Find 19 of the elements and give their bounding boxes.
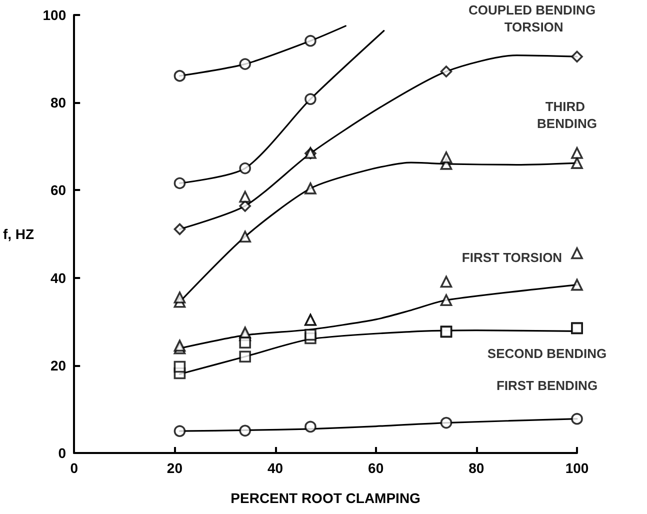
text: FIRST BENDING: [496, 378, 598, 393]
y-tick-label: 0: [58, 445, 66, 461]
x-tick-label: 20: [166, 460, 183, 476]
y-tick-label: 40: [50, 270, 66, 286]
series-label: COUPLED BENDING TORSION: [468, 2, 596, 35]
text: SECOND BENDING: [487, 346, 607, 362]
x-tick-label: 60: [368, 460, 384, 476]
x-tick-label: 0: [70, 460, 78, 476]
y-tick-label: 60: [50, 182, 66, 198]
text: THIRD BENDING: [537, 99, 597, 132]
y-tick-label: 80: [50, 94, 66, 111]
y-tick-label: 20: [50, 357, 66, 374]
x-tick-label: 40: [267, 460, 284, 476]
series-label: FIRST TORSION: [462, 250, 562, 265]
x-tick-label: 80: [468, 460, 484, 476]
x-tick-label: 100: [565, 460, 589, 476]
x-axis-title: PERCENT ROOT CLAMPING: [230, 490, 421, 506]
y-axis-title: f, HZ: [2, 226, 35, 242]
y-tick-label: 100: [42, 7, 66, 23]
